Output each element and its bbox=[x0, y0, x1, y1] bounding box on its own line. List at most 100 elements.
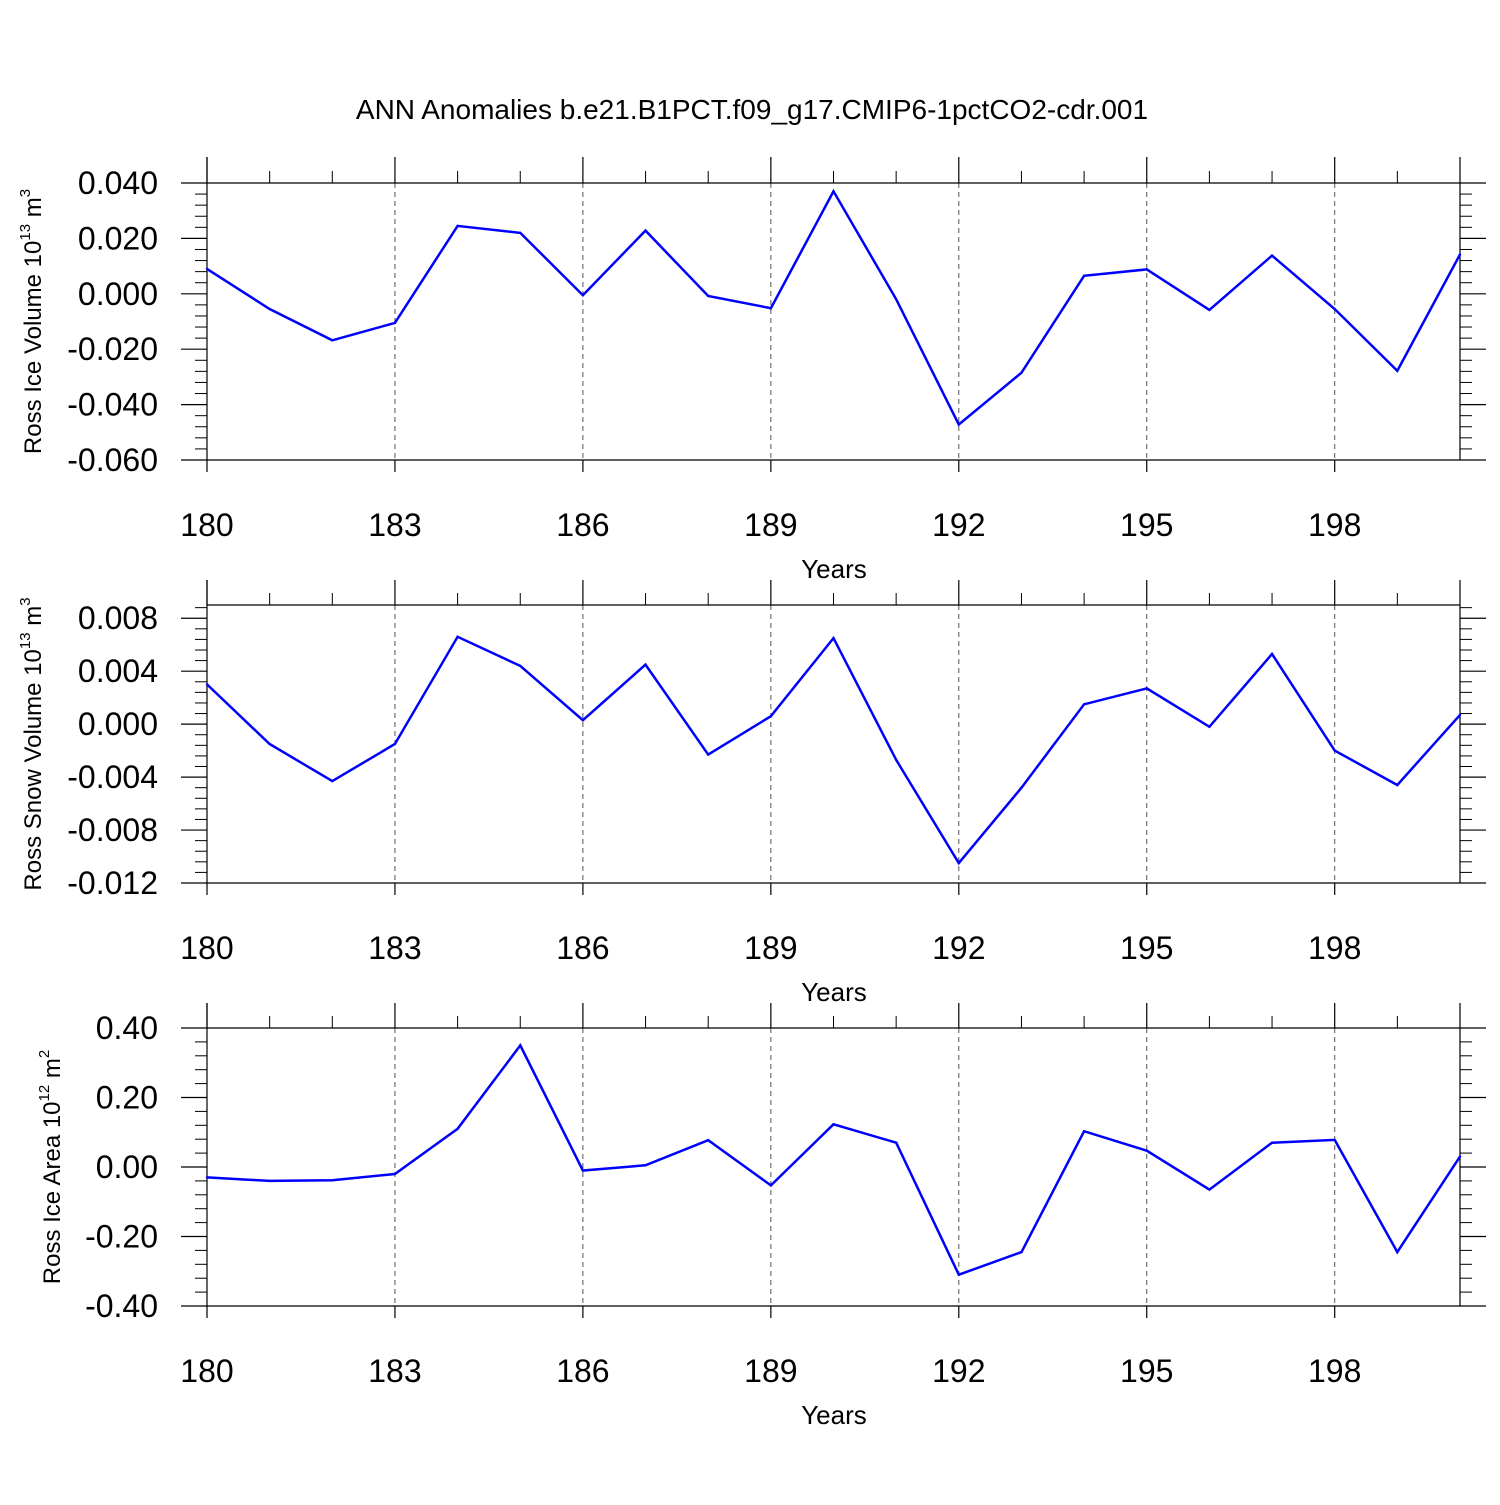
data-point-198 bbox=[1333, 307, 1336, 311]
data-point-185 bbox=[519, 1044, 522, 1047]
data-point-192 bbox=[957, 861, 960, 865]
data-point-200 bbox=[1458, 713, 1462, 717]
y-tick-label: -0.040 bbox=[67, 387, 158, 423]
y-tick-label: -0.40 bbox=[85, 1288, 158, 1324]
data-point-196 bbox=[1208, 308, 1211, 312]
x-tick-label-198: 198 bbox=[1308, 1353, 1361, 1389]
data-point-185 bbox=[519, 664, 522, 668]
data-point-198 bbox=[1333, 1138, 1336, 1142]
data-point-192 bbox=[957, 423, 960, 426]
y-tick-label: -0.004 bbox=[67, 759, 158, 795]
data-point-188 bbox=[707, 753, 710, 756]
data-point-181 bbox=[268, 307, 271, 311]
y-axis-title: Ross Snow Volume 1013 m3 bbox=[17, 597, 47, 890]
x-tick-label-183: 183 bbox=[368, 930, 421, 966]
data-point-191 bbox=[894, 1141, 898, 1144]
data-point-187 bbox=[644, 663, 647, 666]
y-tick-label: 0.020 bbox=[78, 220, 158, 256]
x-tick-label-183: 183 bbox=[368, 507, 421, 543]
data-point-197 bbox=[1270, 1141, 1274, 1144]
y-tick-label: 0.008 bbox=[78, 600, 158, 636]
x-axis-title: Years bbox=[801, 554, 867, 584]
data-point-200 bbox=[1458, 253, 1462, 256]
data-point-182 bbox=[331, 779, 334, 783]
y-tick-label: 0.004 bbox=[78, 653, 158, 689]
y-tick-label: 0.040 bbox=[78, 165, 158, 201]
y-axis-title: Ross Ice Area 1012 m2 bbox=[36, 1050, 66, 1284]
x-tick-label-180: 180 bbox=[180, 930, 233, 966]
data-point-181 bbox=[268, 1179, 271, 1183]
y-tick-label: 0.000 bbox=[78, 706, 158, 742]
data-point-196 bbox=[1208, 725, 1211, 728]
x-tick-label-186: 186 bbox=[556, 507, 609, 543]
data-point-197 bbox=[1270, 652, 1274, 656]
y-tick-label: 0.40 bbox=[96, 1010, 158, 1046]
x-axis-title: Years bbox=[801, 977, 867, 1007]
data-point-183 bbox=[393, 1172, 397, 1176]
data-point-195 bbox=[1145, 1149, 1148, 1152]
data-point-196 bbox=[1208, 1188, 1211, 1191]
y-tick-label: 0.000 bbox=[78, 276, 158, 312]
data-point-190 bbox=[832, 1123, 835, 1126]
y-tick-label: -0.20 bbox=[85, 1219, 158, 1255]
x-tick-label-195: 195 bbox=[1120, 507, 1173, 543]
x-tick-label-195: 195 bbox=[1120, 1353, 1173, 1389]
x-tick-label-192: 192 bbox=[932, 1353, 985, 1389]
data-point-194 bbox=[1082, 1130, 1086, 1133]
x-tick-label-192: 192 bbox=[932, 507, 985, 543]
data-point-193 bbox=[1020, 786, 1023, 789]
x-axis-title: Years bbox=[801, 1400, 867, 1430]
data-point-190 bbox=[832, 190, 835, 193]
y-tick-label: 0.20 bbox=[96, 1080, 158, 1116]
data-point-188 bbox=[707, 1139, 710, 1142]
y-tick-label: 0.00 bbox=[96, 1149, 158, 1185]
x-tick-label-198: 198 bbox=[1308, 507, 1361, 543]
data-point-199 bbox=[1396, 1250, 1399, 1254]
data-point-186 bbox=[581, 293, 585, 297]
x-tick-label-192: 192 bbox=[932, 930, 985, 966]
data-point-199 bbox=[1396, 783, 1399, 787]
data-point-181 bbox=[268, 742, 271, 746]
data-point-184 bbox=[456, 224, 459, 228]
y-tick-label: -0.060 bbox=[67, 442, 158, 478]
data-point-198 bbox=[1333, 749, 1336, 752]
y-axis-title: Ross Ice Volume 1013 m3 bbox=[17, 189, 47, 454]
data-point-192 bbox=[957, 1273, 960, 1276]
data-point-194 bbox=[1082, 703, 1086, 706]
data-point-185 bbox=[519, 231, 522, 235]
chart-title: ANN Anomalies b.e21.B1PCT.f09_g17.CMIP6-… bbox=[356, 94, 1148, 125]
data-point-187 bbox=[644, 229, 647, 232]
data-point-191 bbox=[894, 758, 898, 762]
x-tick-label-183: 183 bbox=[368, 1353, 421, 1389]
data-point-199 bbox=[1396, 369, 1399, 373]
series-line-1 bbox=[206, 1043, 1462, 1277]
data-point-180 bbox=[205, 267, 209, 271]
data-point-195 bbox=[1145, 687, 1148, 690]
data-point-183 bbox=[393, 742, 397, 746]
data-point-189 bbox=[769, 715, 773, 718]
data-point-183 bbox=[393, 321, 397, 325]
x-tick-label-186: 186 bbox=[556, 1353, 609, 1389]
data-point-186 bbox=[581, 1169, 585, 1172]
data-point-190 bbox=[832, 636, 835, 640]
data-point-182 bbox=[331, 339, 334, 342]
panel-2: 180 183 186 189 192 195 198 Years -0.012 -0.008 -0… bbox=[17, 580, 1486, 1007]
x-tick-label-189: 189 bbox=[744, 507, 797, 543]
data-point-186 bbox=[581, 718, 585, 722]
data-point-188 bbox=[707, 294, 710, 298]
data-point-180 bbox=[205, 1176, 209, 1179]
x-tick-label-189: 189 bbox=[744, 930, 797, 966]
x-tick-label-186: 186 bbox=[556, 930, 609, 966]
data-point-194 bbox=[1082, 274, 1086, 277]
x-tick-label-195: 195 bbox=[1120, 930, 1173, 966]
series-line-1 bbox=[206, 188, 1462, 427]
data-point-193 bbox=[1020, 1250, 1023, 1254]
x-tick-label-189: 189 bbox=[744, 1353, 797, 1389]
data-point-184 bbox=[456, 635, 459, 638]
y-tick-label: -0.008 bbox=[67, 812, 158, 848]
data-point-200 bbox=[1458, 1155, 1462, 1158]
data-point-184 bbox=[456, 1127, 459, 1130]
y-tick-label: -0.012 bbox=[67, 865, 158, 901]
data-point-195 bbox=[1145, 268, 1148, 271]
